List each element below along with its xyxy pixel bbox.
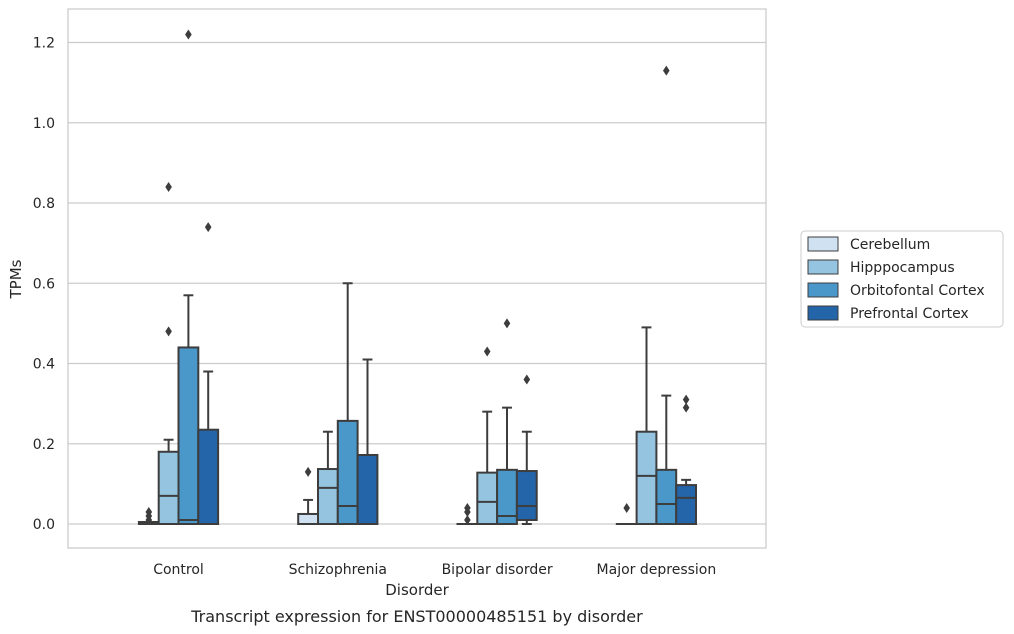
outlier-point (185, 29, 192, 40)
outlier-point (682, 402, 690, 413)
box-body (317, 468, 339, 525)
box-body (476, 471, 499, 526)
x-tick-label: Bipolar disorder (442, 562, 553, 578)
legend-swatch (807, 259, 839, 275)
outlier-point (464, 502, 471, 513)
box-body (197, 428, 220, 525)
y-tick-label: 1.2 (33, 36, 55, 52)
legend-swatch (807, 305, 839, 321)
outlier-point (503, 318, 511, 329)
y-tick-label: 0.4 (33, 357, 55, 373)
y-tick-label: 0.6 (33, 276, 55, 292)
outlier-point (623, 502, 630, 513)
box-body (336, 419, 359, 525)
legend-label: Prefrontal Cortex (850, 306, 969, 322)
box-prefrontal-cortex (515, 374, 538, 525)
box-prefrontal-cortex (356, 358, 379, 525)
box-body (157, 450, 180, 525)
y-tick-labels: 0.0 0.2 0.4 0.6 0.8 1.0 1.2 (33, 36, 55, 534)
box-body (655, 468, 678, 525)
y-tick-label: 1.0 (33, 116, 55, 132)
box-cerebellum (137, 506, 160, 526)
box-prefrontal-cortex (675, 394, 698, 525)
outlier-point (464, 514, 471, 525)
outlier-point (304, 466, 312, 477)
outlier-point (165, 181, 172, 192)
outlier-point (523, 374, 531, 385)
legend-frame (800, 230, 1004, 328)
legend: Cerebellum Hipppocampus Orbitofontal Corte… (800, 230, 1004, 328)
box-body (515, 470, 538, 521)
x-tick-label: Major depression (597, 562, 717, 578)
box-body (297, 512, 320, 525)
y-tick-label: 0.2 (33, 437, 55, 453)
outlier-point (483, 346, 491, 357)
chart-caption: Transcript expression for ENST0000048515… (190, 607, 643, 626)
legend-swatch (807, 236, 839, 252)
box-body (635, 430, 658, 525)
outlier-point (663, 65, 670, 76)
y-axis-label: TPMs (7, 259, 25, 299)
box-orbitofontal-cortex (336, 282, 359, 525)
box-body (675, 484, 698, 525)
box-cerebellum (615, 502, 638, 526)
outlier-point (204, 222, 212, 233)
legend-label: Cerebellum (850, 237, 930, 253)
legend-swatch (807, 282, 839, 298)
outlier-point (165, 326, 172, 337)
box-hipppocampus (476, 346, 499, 526)
x-tick-label: Schizophrenia (289, 562, 387, 578)
boxes (137, 29, 698, 526)
x-axis-label: Disorder (385, 581, 449, 599)
box-orbitofontal-cortex (655, 65, 678, 525)
outlier-point (145, 506, 153, 517)
x-tick-labels: Control Schizophrenia Bipolar disorder Majo… (153, 562, 716, 578)
box-prefrontal-cortex (197, 222, 220, 525)
y-tick-label: 0.0 (33, 517, 55, 533)
box-body (356, 453, 379, 525)
box-body (177, 346, 200, 526)
legend-label: Orbitofontal Cortex (850, 283, 985, 299)
plot-frame (67, 8, 767, 549)
legend-label: Hipppocampus (850, 260, 955, 276)
outlier-point (682, 394, 690, 405)
y-tick-label: 0.8 (33, 196, 55, 212)
x-tick-label: Control (153, 562, 204, 578)
